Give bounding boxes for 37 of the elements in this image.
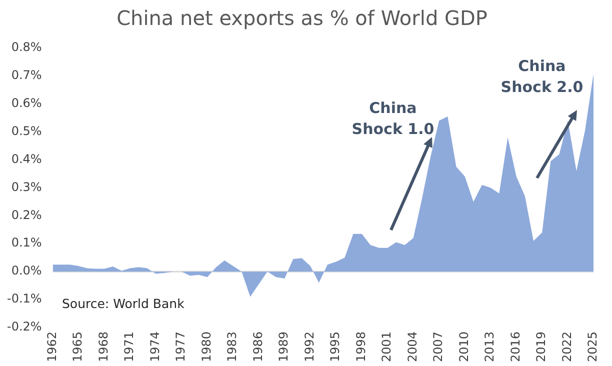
x-tick-label: 2007 <box>431 331 446 362</box>
chart-title: China net exports as % of World GDP <box>116 6 488 30</box>
x-tick-label: 1995 <box>328 331 342 362</box>
y-tick-label: 0.4% <box>11 152 42 166</box>
x-tick-label: 2025 <box>586 331 600 362</box>
x-tick-label: 1965 <box>70 331 85 362</box>
y-tick-label: 0.1% <box>11 236 42 250</box>
y-tick-label: 0.5% <box>11 124 42 138</box>
x-tick-label: 2001 <box>380 331 394 362</box>
x-tick-label: 1989 <box>276 331 291 362</box>
x-tick-label: 1986 <box>250 331 265 362</box>
x-tick-label: 2022 <box>560 331 574 362</box>
x-tick-label: 1983 <box>225 331 240 362</box>
x-tick-label: 1968 <box>96 331 110 362</box>
y-tick-label: 0.8% <box>11 40 42 54</box>
y-tick-label: -0.1% <box>6 292 42 306</box>
y-tick-label: 0.2% <box>11 208 42 222</box>
y-tick-label: 0.6% <box>11 96 42 110</box>
y-tick-label: 0.3% <box>11 180 42 194</box>
annotation: China Shock 1.0 <box>350 98 436 140</box>
x-tick-label: 1962 <box>44 331 59 362</box>
x-tick-label: 2010 <box>456 331 471 362</box>
x-tick-label: 2004 <box>405 331 420 362</box>
x-tick-label: 1971 <box>122 331 136 362</box>
x-tick-label: 1974 <box>148 331 162 362</box>
x-tick-label: 1980 <box>199 331 214 362</box>
x-tick-label: 2016 <box>508 331 522 362</box>
annotation: Source: World Bank <box>62 296 184 311</box>
x-tick-label: 1992 <box>302 331 316 362</box>
x-tick-label: 2019 <box>534 331 548 362</box>
x-tick-label: 2013 <box>482 331 497 362</box>
y-tick-label: -0.2% <box>6 320 42 334</box>
annotation: China Shock 2.0 <box>500 56 584 98</box>
x-tick-label: 1998 <box>354 331 368 362</box>
y-tick-label: 0.7% <box>11 68 42 82</box>
x-tick-label: 1977 <box>174 331 188 362</box>
y-tick-label: 0.0% <box>11 264 42 278</box>
